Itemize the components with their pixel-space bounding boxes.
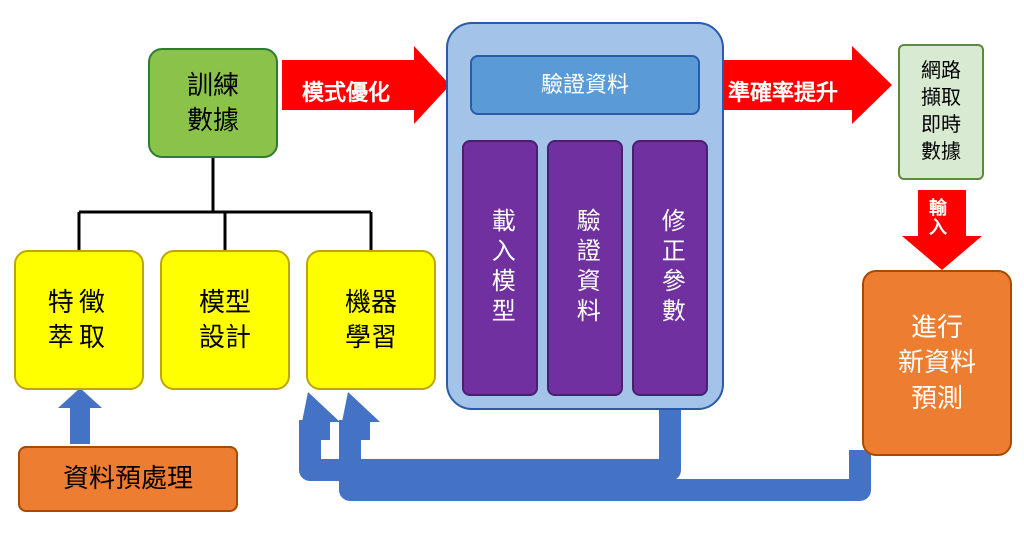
node-label: 載入模型: [484, 208, 516, 328]
node-label: 驗證資料: [541, 70, 629, 100]
node-model-design: 模型設計: [160, 250, 290, 390]
node-adjust-params: 修正參數: [632, 140, 708, 396]
node-label: 網路擷取即時數據: [921, 58, 961, 166]
node-label: 修正參數: [654, 208, 686, 328]
node-machine-learning: 機器學習: [306, 250, 436, 390]
node-validation-header: 驗證資料: [470, 55, 700, 115]
node-label: 驗證資料: [569, 208, 601, 328]
node-label: 進行新資料預測: [898, 310, 976, 415]
node-feature-extract: 特徵萃取: [14, 250, 144, 390]
node-label: 機器學習: [345, 285, 397, 355]
node-validate-data: 驗證資料: [547, 140, 623, 396]
node-label: 特徵萃取: [48, 285, 110, 355]
node-label: 資料預處理: [63, 461, 193, 496]
node-preprocessing: 資料預處理: [18, 446, 238, 512]
node-realtime-data: 網路擷取即時數據: [898, 44, 984, 180]
arrow-label-accuracy: 準確率提升: [728, 75, 838, 107]
arrow-label-optimize: 模式優化: [302, 75, 390, 107]
node-load-model: 載入模型: [462, 140, 538, 396]
node-label: 訓練數據: [187, 68, 239, 138]
node-label: 模型設計: [199, 285, 251, 355]
arrow-label-input: 輸入: [924, 198, 950, 243]
node-predict: 進行新資料預測: [862, 270, 1012, 456]
node-training-data: 訓練數據: [148, 48, 278, 158]
